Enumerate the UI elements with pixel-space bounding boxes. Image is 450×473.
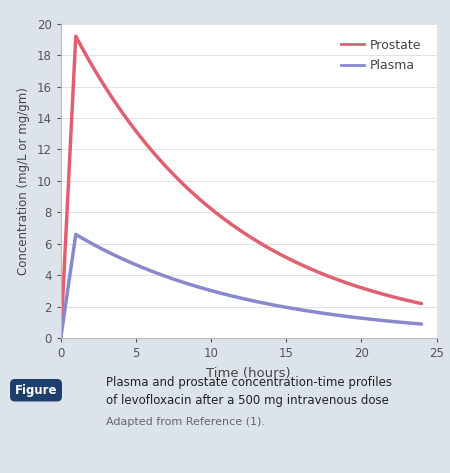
Prostate (202, 201, 208, 207)
Prostate (73, 34, 78, 39)
Prostate (255, 238, 260, 244)
Legend: Prostate, Plasma: Prostate, Plasma (336, 34, 427, 77)
Line: Plasma: Plasma (61, 235, 422, 338)
Prostate (419, 301, 424, 307)
Plasma (202, 286, 208, 292)
Plasma (231, 294, 237, 299)
Prostate (403, 297, 408, 303)
X-axis label: Time (hours): Time (hours) (206, 367, 291, 380)
Plasma (255, 299, 260, 305)
Prostate (231, 223, 237, 229)
Text: of levofloxacin after a 500 mg intravenous dose: of levofloxacin after a 500 mg intraveno… (106, 394, 389, 406)
Text: Figure: Figure (15, 384, 57, 397)
Plasma (124, 258, 129, 263)
Line: Prostate: Prostate (61, 36, 422, 338)
Prostate (414, 300, 419, 306)
Plasma (414, 321, 419, 326)
Text: Adapted from Reference (1).: Adapted from Reference (1). (106, 417, 265, 427)
Plasma (419, 321, 424, 327)
Y-axis label: Concentration (mg/L or mg/gm): Concentration (mg/L or mg/gm) (17, 87, 30, 275)
Plasma (73, 232, 78, 237)
Text: Plasma and prostate concentration-time profiles: Plasma and prostate concentration-time p… (106, 376, 392, 389)
Prostate (124, 116, 129, 122)
Plasma (403, 320, 408, 325)
Prostate (58, 335, 63, 341)
Plasma (58, 335, 63, 341)
